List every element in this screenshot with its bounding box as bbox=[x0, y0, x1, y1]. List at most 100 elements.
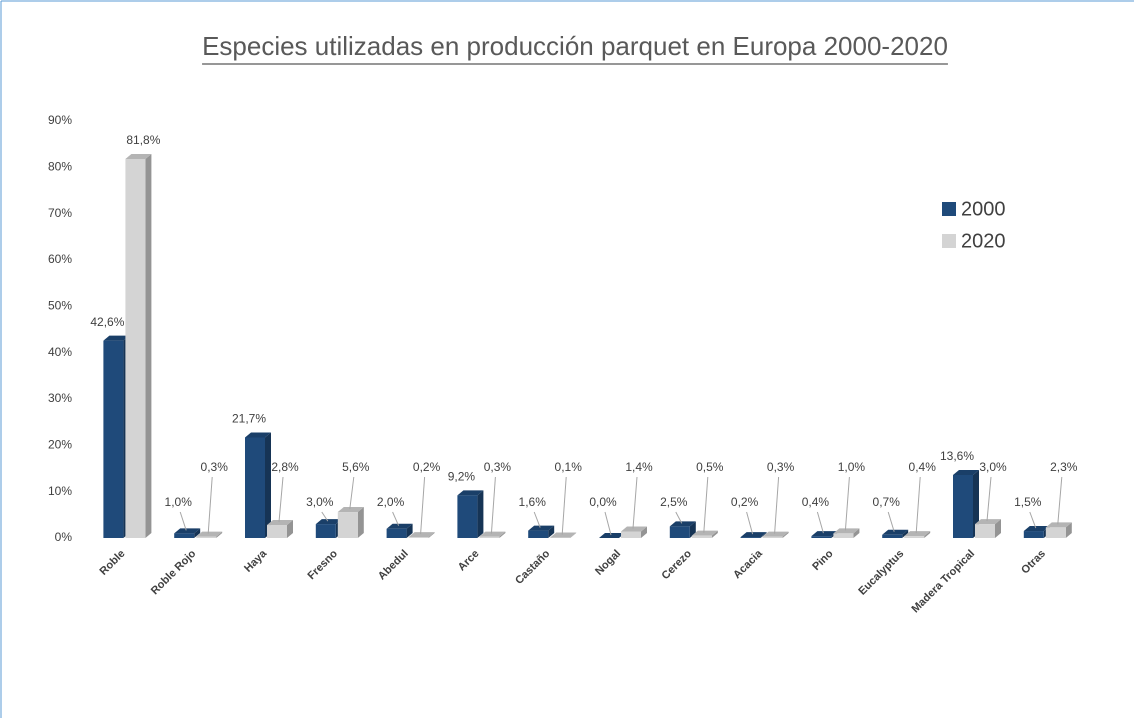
leader-line bbox=[279, 477, 283, 522]
bar bbox=[479, 537, 499, 538]
y-tick-label: 30% bbox=[48, 391, 72, 405]
data-label: 2,3% bbox=[1050, 460, 1078, 474]
bar bbox=[904, 536, 924, 538]
y-tick-label: 20% bbox=[48, 438, 72, 452]
data-label: 0,7% bbox=[873, 495, 901, 509]
data-label: 0,3% bbox=[484, 460, 512, 474]
x-tick-label: Abedul bbox=[376, 548, 411, 583]
data-label: 0,3% bbox=[201, 460, 229, 474]
x-tick-label: Nogal bbox=[593, 548, 623, 578]
data-label: 1,0% bbox=[838, 460, 866, 474]
x-tick-label: Roble bbox=[97, 548, 127, 578]
bar-side bbox=[477, 490, 483, 538]
bar bbox=[833, 533, 853, 538]
x-tick-label: Fresno bbox=[306, 548, 341, 583]
y-tick-label: 70% bbox=[48, 206, 72, 220]
bar bbox=[741, 537, 761, 538]
data-label: 3,0% bbox=[979, 460, 1007, 474]
x-tick-label: Castaño bbox=[513, 547, 552, 586]
x-tick-label: Cerezo bbox=[660, 547, 695, 582]
legend-swatch bbox=[942, 202, 956, 216]
data-label: 5,6% bbox=[342, 460, 370, 474]
leader-line bbox=[747, 512, 753, 534]
data-label: 0,1% bbox=[555, 460, 583, 474]
bar bbox=[670, 526, 690, 538]
leader-line bbox=[180, 512, 186, 530]
data-label: 42,6% bbox=[90, 315, 124, 329]
chart-title: Especies utilizadas en producción parque… bbox=[202, 31, 948, 61]
leader-line bbox=[987, 477, 991, 521]
bar bbox=[1024, 531, 1044, 538]
leader-line bbox=[916, 477, 920, 533]
data-label: 13,6% bbox=[940, 449, 974, 463]
leader-line bbox=[562, 477, 566, 535]
bar-side bbox=[145, 154, 151, 538]
data-label: 21,7% bbox=[232, 412, 266, 426]
bar bbox=[103, 341, 123, 538]
data-label: 0,4% bbox=[802, 495, 830, 509]
bar bbox=[975, 524, 995, 538]
leader-line bbox=[1030, 512, 1036, 528]
bar bbox=[457, 495, 477, 538]
x-tick-label: Otras bbox=[1019, 548, 1048, 577]
bar bbox=[196, 537, 216, 538]
leader-line bbox=[1058, 477, 1062, 524]
leader-line bbox=[605, 512, 611, 535]
leader-line bbox=[421, 477, 425, 534]
data-label: 0,2% bbox=[413, 460, 441, 474]
bar bbox=[387, 529, 407, 538]
data-label: 1,5% bbox=[1014, 495, 1042, 509]
x-tick-label: Madera Tropical bbox=[909, 548, 977, 616]
bar bbox=[528, 531, 548, 538]
x-tick-label: Pino bbox=[810, 548, 836, 574]
bar bbox=[882, 535, 902, 538]
leader-line bbox=[393, 512, 399, 526]
bar bbox=[316, 524, 336, 538]
y-tick-label: 90% bbox=[48, 113, 72, 127]
bar bbox=[125, 159, 145, 538]
bar bbox=[621, 532, 641, 538]
leader-line bbox=[888, 512, 894, 532]
y-tick-label: 50% bbox=[48, 299, 72, 313]
data-label: 2,8% bbox=[271, 460, 299, 474]
leader-line bbox=[775, 477, 779, 534]
legend-swatch bbox=[942, 234, 956, 248]
bar bbox=[174, 533, 194, 538]
y-tick-label: 40% bbox=[48, 345, 72, 359]
bar bbox=[245, 437, 265, 538]
data-label: 0,0% bbox=[589, 495, 617, 509]
x-tick-label: Haya bbox=[242, 547, 270, 575]
data-label: 0,2% bbox=[731, 495, 759, 509]
bar bbox=[953, 475, 973, 538]
data-label: 2,5% bbox=[660, 495, 688, 509]
data-label: 3,0% bbox=[306, 495, 334, 509]
bar bbox=[692, 536, 712, 538]
bar-top bbox=[741, 532, 767, 537]
y-tick-label: 10% bbox=[48, 484, 72, 498]
leader-line bbox=[350, 477, 354, 509]
bar bbox=[338, 512, 358, 538]
leader-line bbox=[704, 477, 708, 533]
data-label: 2,0% bbox=[377, 495, 405, 509]
leader-line bbox=[491, 477, 495, 534]
leader-line bbox=[633, 477, 637, 529]
x-tick-label: Arce bbox=[456, 548, 482, 574]
y-tick-label: 80% bbox=[48, 160, 72, 174]
data-label: 0,5% bbox=[696, 460, 724, 474]
bar bbox=[811, 536, 831, 538]
data-label: 1,0% bbox=[165, 495, 193, 509]
leader-line bbox=[534, 512, 540, 528]
y-tick-label: 60% bbox=[48, 252, 72, 266]
leader-line bbox=[845, 477, 849, 530]
x-tick-label: Eucalyptus bbox=[856, 548, 906, 598]
bar-top bbox=[550, 533, 576, 538]
bar bbox=[1046, 527, 1066, 538]
data-label: 1,4% bbox=[625, 460, 653, 474]
data-label: 0,3% bbox=[767, 460, 795, 474]
x-tick-label: Roble Rojo bbox=[149, 548, 199, 598]
data-label: 0,4% bbox=[909, 460, 937, 474]
data-label: 81,8% bbox=[126, 133, 160, 147]
y-tick-label: 0% bbox=[55, 530, 73, 544]
data-label: 1,6% bbox=[519, 495, 547, 509]
